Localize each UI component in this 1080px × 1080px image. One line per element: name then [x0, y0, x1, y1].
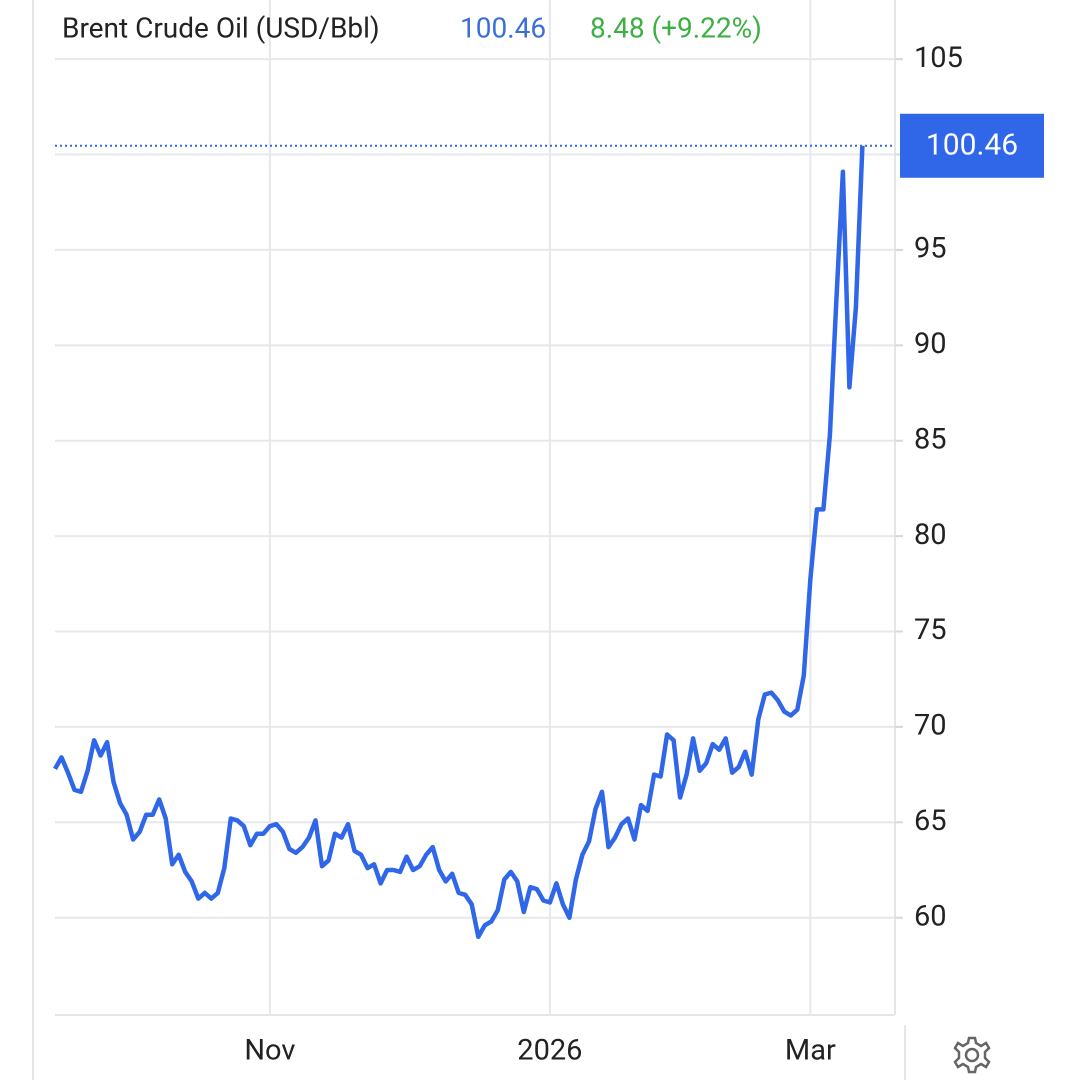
y-tick-label: 65	[914, 804, 947, 838]
header: Brent Crude Oil (USD/Bbl) 100.46 8.48 (+…	[62, 11, 762, 44]
y-tick-label: 80	[914, 518, 947, 552]
y-tick-label: 70	[914, 709, 947, 743]
price-line	[53, 145, 865, 940]
y-tick-label: 60	[914, 899, 947, 933]
last-price: 100.46	[460, 11, 546, 44]
y-tick-label: 90	[914, 327, 947, 361]
chart-title: Brent Crude Oil (USD/Bbl)	[62, 11, 380, 44]
last-price-label: 100.46	[926, 128, 1018, 163]
y-tick-label: 85	[914, 422, 947, 456]
y-tick-label: 75	[914, 613, 947, 647]
x-tick-label: 2026	[517, 1034, 582, 1068]
price-change: 8.48 (+9.22%)	[590, 11, 762, 44]
x-tick-label: Nov	[244, 1034, 295, 1068]
settings-icon[interactable]	[953, 1036, 991, 1074]
last-price-badge	[900, 113, 1044, 178]
y-tick-label: 105	[914, 41, 963, 75]
y-tick-label: 95	[914, 232, 947, 266]
x-tick-label: Mar	[785, 1034, 836, 1068]
